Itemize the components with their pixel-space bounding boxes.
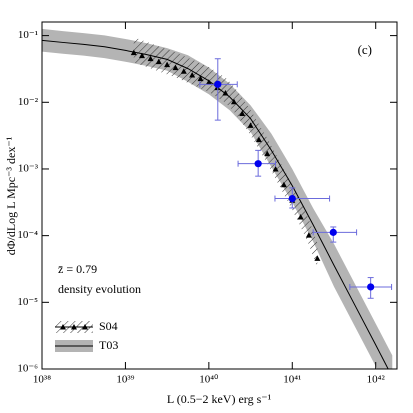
x-tick-label: 10⁴² xyxy=(367,374,386,386)
triangle-point xyxy=(155,58,162,65)
triangle-point xyxy=(147,55,154,62)
axes: 10³⁸ 10³⁹ 10⁴⁰ 10⁴¹ 10⁴² 10⁻⁶ 10⁻⁵ 10⁻⁴ 10⁻³ 10⁻²… xyxy=(17,22,397,386)
triangle-point xyxy=(264,150,271,157)
redshift-note: z̄ = 0.79 xyxy=(58,262,97,276)
legend-marker xyxy=(60,324,66,330)
y-tick-label: 10⁻¹ xyxy=(18,29,38,41)
y-tick-label: 10⁻⁴ xyxy=(17,229,38,241)
x-tick-label: 10⁴¹ xyxy=(283,374,301,386)
triangle-point xyxy=(297,214,304,220)
y-tick-label: 10⁻⁶ xyxy=(17,363,38,375)
evolution-note: density evolution xyxy=(58,282,141,296)
data-point xyxy=(254,160,262,168)
triangle-point xyxy=(280,181,287,188)
data-point xyxy=(367,283,375,291)
triangle-point xyxy=(205,79,212,85)
legend-label: T03 xyxy=(99,338,118,352)
y-tick-label: 10⁻⁵ xyxy=(17,296,38,308)
x-tick-label: 10⁴⁰ xyxy=(199,374,219,386)
legend-label: S04 xyxy=(99,319,118,333)
triangle-point xyxy=(272,165,279,172)
legend-marker xyxy=(71,324,77,330)
y-tick-label: 10⁻² xyxy=(18,96,39,108)
triangle-point xyxy=(239,110,246,116)
triangle-point xyxy=(222,89,229,96)
triangle-point xyxy=(197,75,204,82)
triangle-point xyxy=(164,61,171,68)
data-point xyxy=(329,228,337,236)
y-axis-label: dΦ/dLog L Mpc⁻³ dex⁻¹ xyxy=(4,136,18,255)
y-tick-label: 10⁻³ xyxy=(18,162,39,174)
x-axis-label: L (0.5−2 keV) erg s⁻¹ xyxy=(167,392,272,406)
triangle-point xyxy=(180,68,187,74)
triangle-point xyxy=(130,49,137,56)
triangle-point xyxy=(230,98,237,105)
plot-area xyxy=(42,28,393,369)
legend-marker xyxy=(82,324,88,330)
triangle-point xyxy=(314,255,321,261)
triangle-point xyxy=(138,52,145,59)
data-point xyxy=(288,194,296,203)
data-point xyxy=(214,80,222,88)
triangle-point xyxy=(172,64,179,71)
plot-frame xyxy=(41,21,398,370)
x-tick-label: 10³⁹ xyxy=(116,374,134,386)
triangle-point xyxy=(305,232,312,238)
triangle-point xyxy=(255,136,262,143)
panel-label: (c) xyxy=(358,42,372,57)
triangle-point xyxy=(247,122,254,128)
triangle-point xyxy=(189,71,196,78)
x-tick-label: 10³⁸ xyxy=(33,374,51,386)
